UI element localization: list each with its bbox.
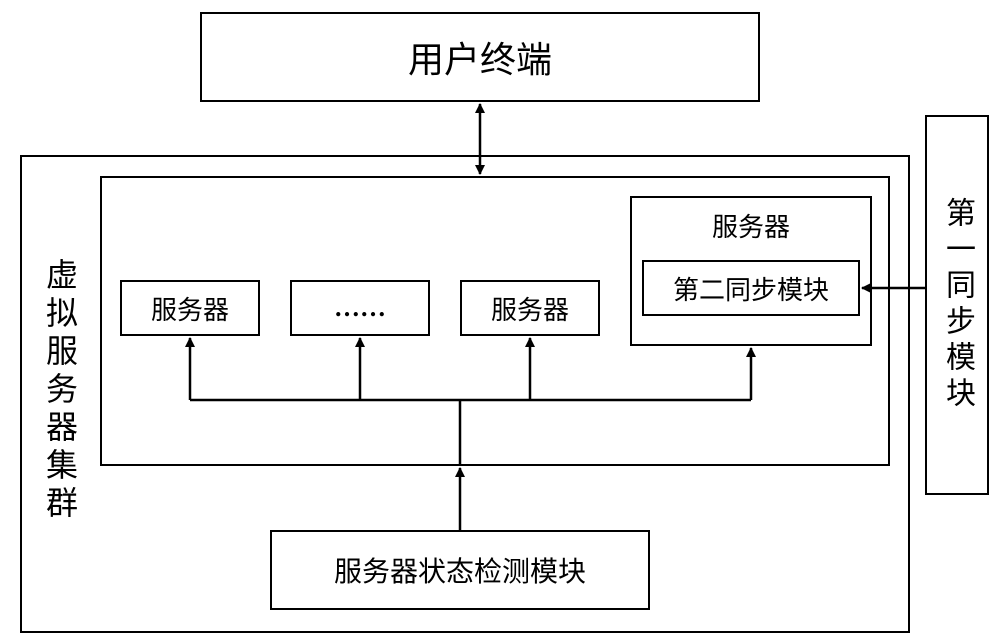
server-box-2: 服务器 (460, 280, 600, 336)
server-1-label: 服务器 (151, 290, 229, 327)
second-sync-label: 第二同步模块 (673, 270, 829, 307)
second-sync-box: 第二同步模块 (642, 260, 860, 316)
first-sync-label: 第一同步模块 (935, 197, 979, 413)
server-2-label: 服务器 (491, 290, 569, 327)
ellipsis-label: …… (334, 293, 386, 323)
user-terminal-label: 用户终端 (408, 31, 552, 83)
status-module-box: 服务器状态检测模块 (270, 530, 650, 610)
user-terminal-box: 用户终端 (200, 12, 760, 102)
status-module-label: 服务器状态检测模块 (334, 550, 586, 590)
cluster-label: 虚拟服务器集群 (30, 176, 90, 606)
ellipsis-box: …… (290, 280, 430, 336)
diagram-canvas: 用户终端 虚拟服务器集群 服务器 …… 服务器 服务器 第二同步模块 服务器状态… (0, 0, 1000, 643)
server-box-1: 服务器 (120, 280, 260, 336)
first-sync-label-wrap: 第一同步模块 (930, 125, 984, 485)
server-3-label: 服务器 (712, 207, 790, 244)
server-3-label-wrap: 服务器 (630, 200, 872, 250)
